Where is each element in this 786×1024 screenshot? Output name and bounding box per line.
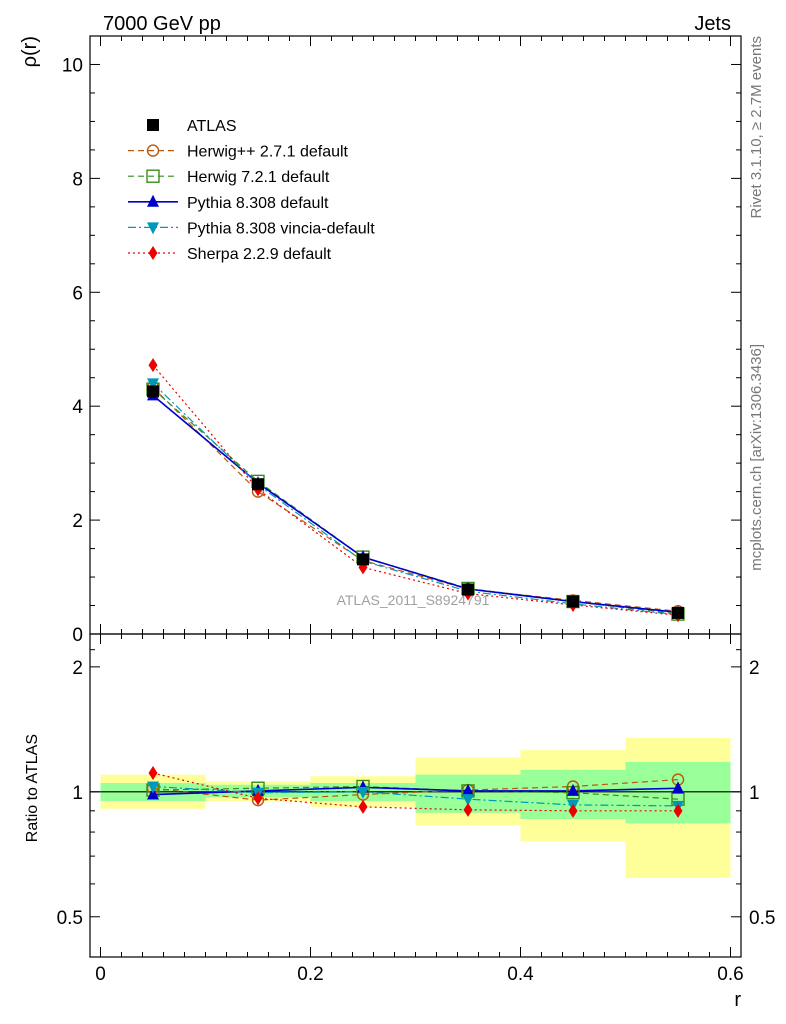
legend: ATLAS Herwig++ 2.7.1 default Herwig 7.2.1 …	[128, 118, 375, 263]
main-point-0	[462, 583, 474, 596]
main-y-tick-label: 8	[72, 169, 83, 190]
main-y-tick-label: 10	[62, 55, 83, 76]
legend-marker-2	[146, 169, 160, 183]
ratio-point-3	[357, 786, 369, 799]
main-point-0	[252, 478, 264, 491]
legend-marker-1	[146, 144, 160, 157]
ratio-y-tick-label: 2	[72, 658, 83, 679]
main-y-tick-label: 0	[72, 625, 83, 646]
ratio-point-2	[672, 781, 684, 794]
main-point-0	[147, 385, 159, 398]
main-series-line-3	[152, 394, 679, 614]
ratio-ylabel: Ratio to ATLAS	[24, 734, 41, 842]
main-ylabel: ρ(r)	[19, 36, 41, 67]
ratio-point-4	[673, 803, 683, 818]
x-tick-label: 0	[95, 964, 106, 985]
ratio-series-line-3	[152, 785, 679, 807]
legend-label-4: Pythia 8.308 vincia-default	[187, 220, 375, 237]
main-point-0	[357, 553, 369, 566]
main-point-5	[148, 358, 158, 373]
xlabel: r	[734, 989, 741, 1011]
legend-label-0: ATLAS	[187, 118, 237, 135]
legend-marker-5	[148, 246, 158, 260]
ratio-point-4	[568, 803, 578, 818]
legend-marker-4	[147, 222, 159, 235]
main-panel: 0 2 4 6 8 10	[62, 35, 742, 646]
ratio-point-2	[147, 787, 159, 800]
ratio-y-tick-label-right: 0.5	[749, 908, 775, 929]
legend-label-2: Herwig 7.2.1 default	[187, 169, 330, 186]
legend-label-3: Pythia 8.308 default	[187, 195, 329, 212]
x-tick-label: 0.4	[507, 964, 534, 985]
main-series-line-2	[152, 388, 679, 615]
legend-label-1: Herwig++ 2.7.1 default	[187, 144, 349, 161]
main-series-line-1	[152, 386, 679, 612]
header-left-title: 7000 GeV pp	[103, 13, 221, 35]
ratio-point-3	[462, 794, 474, 807]
main-point-4	[147, 378, 159, 391]
main-y-tick-label: 4	[72, 397, 83, 418]
ratio-point-2	[462, 783, 474, 796]
ratio-point-4	[358, 799, 368, 814]
rivet-version-label: Rivet 3.1.10, ≥ 2.7M events	[748, 36, 765, 219]
ratio-point-2	[567, 783, 579, 796]
ratio-panel: 0.5 0.5 1 1 2 2 0 0.2 0.4 0.6	[57, 633, 775, 985]
ratio-series-line-0	[152, 779, 679, 801]
main-point-0	[567, 595, 579, 608]
main-y-tick-label: 2	[72, 511, 83, 532]
ratio-y-tick-label-right: 2	[749, 658, 760, 679]
ratio-point-4	[253, 791, 263, 806]
legend-marker-3	[147, 194, 159, 207]
mcplots-label: mcplots.cern.ch [arXiv:1306.3436]	[748, 344, 765, 571]
ratio-y-tick-label: 0.5	[57, 908, 83, 929]
main-series-line-4	[152, 382, 679, 616]
ratio-point-4	[463, 802, 473, 817]
ratio-y-tick-label-right: 1	[749, 783, 760, 804]
main-y-tick-label: 6	[72, 283, 83, 304]
legend-label-5: Sherpa 2.2.9 default	[187, 246, 332, 263]
x-tick-label: 0.6	[717, 964, 743, 985]
ratio-point-4	[148, 766, 158, 781]
main-series-line-5	[152, 364, 679, 616]
analysis-watermark: ATLAS_2011_S8924791	[337, 592, 490, 608]
ratio-series-line-4	[152, 772, 678, 812]
main-point-0	[672, 606, 684, 619]
ratio-point-3	[147, 781, 159, 794]
header-right-title: Jets	[694, 13, 731, 35]
x-tick-label: 0.2	[297, 964, 323, 985]
ratio-y-tick-label: 1	[72, 783, 83, 804]
legend-marker-0	[147, 119, 159, 131]
